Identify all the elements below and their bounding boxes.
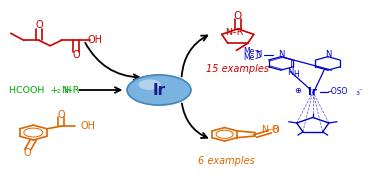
Circle shape	[127, 75, 191, 105]
Text: O: O	[234, 11, 242, 21]
Circle shape	[127, 75, 191, 105]
Text: Me: Me	[243, 46, 255, 55]
Text: OH: OH	[81, 121, 96, 131]
Text: O: O	[24, 148, 31, 158]
Text: –OSO: –OSO	[328, 87, 348, 96]
Text: Ir: Ir	[152, 82, 166, 98]
Text: 15 examples: 15 examples	[206, 64, 269, 74]
Text: O: O	[73, 50, 80, 60]
Text: N–R: N–R	[261, 125, 279, 134]
Text: 3: 3	[356, 91, 360, 96]
Text: N: N	[287, 68, 293, 77]
Circle shape	[142, 82, 176, 98]
Text: H: H	[293, 70, 299, 79]
Text: Ir: Ir	[308, 87, 317, 97]
Text: N: N	[255, 50, 262, 59]
Text: 6 examples: 6 examples	[198, 156, 255, 166]
Text: Me: Me	[243, 53, 255, 62]
Text: ⊕: ⊕	[294, 86, 301, 94]
Text: O: O	[35, 20, 43, 30]
Text: OH: OH	[88, 35, 103, 45]
Text: O: O	[272, 125, 279, 135]
Text: N: N	[278, 50, 284, 59]
Text: N–R: N–R	[61, 86, 79, 94]
Text: N: N	[325, 50, 331, 59]
Circle shape	[133, 78, 185, 102]
Circle shape	[138, 79, 161, 90]
Text: ₂: ₂	[57, 86, 60, 94]
Text: O: O	[57, 110, 65, 120]
Text: N–R: N–R	[225, 28, 244, 37]
Text: HCOOH  +  H: HCOOH + H	[9, 86, 71, 94]
Text: ⁻: ⁻	[359, 86, 363, 95]
